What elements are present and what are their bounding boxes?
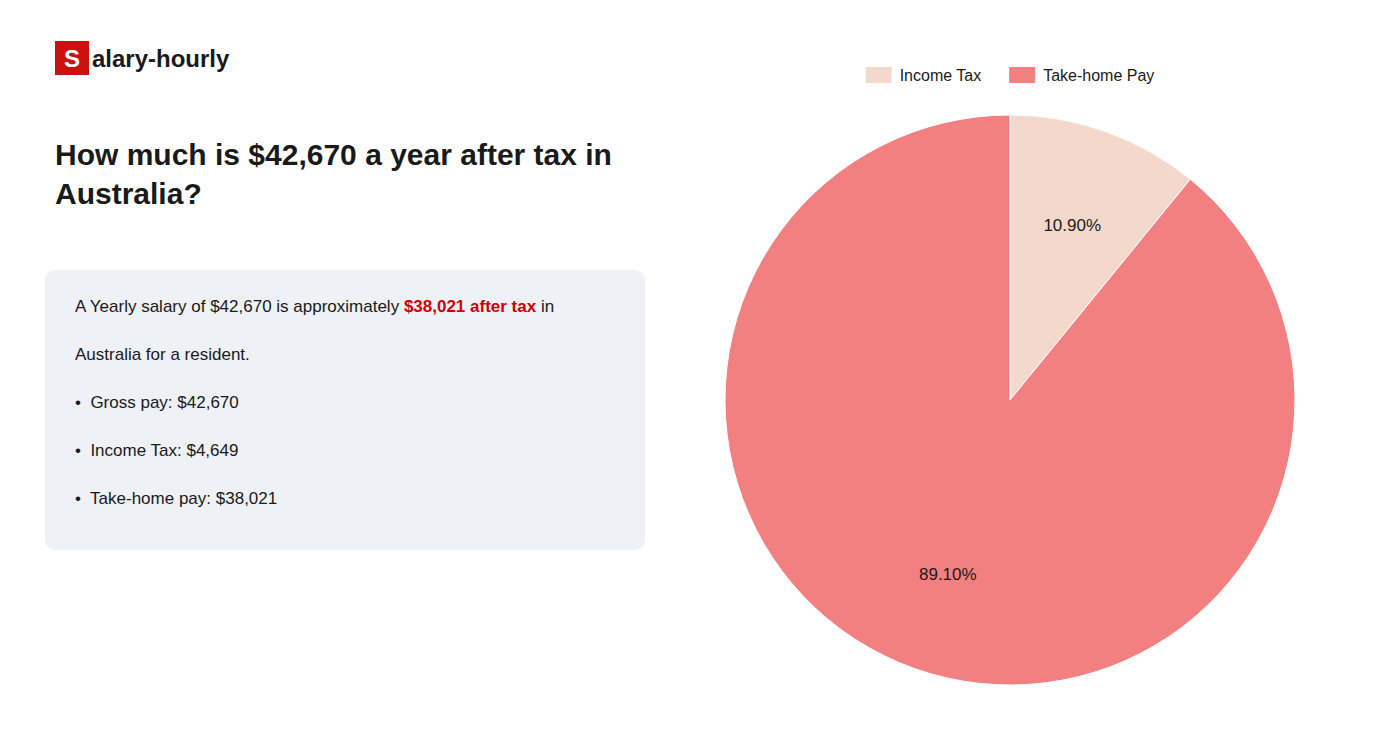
chart: How much is $42,670 a year after tax in A…: [0, 0, 1400, 750]
pie: [725, 115, 1295, 685]
annotation: • Take-home pay: $38,021: [75, 489, 277, 508]
legend-label: Income Tax: [900, 67, 982, 84]
annotation: Australia for a resident.: [75, 345, 250, 364]
annotation-highlight: $38,021 after tax: [404, 297, 537, 316]
info-box: [45, 270, 645, 550]
annotation: A Yearly salary of $42,670 is approximat…: [75, 297, 554, 316]
legend-swatch: [1009, 67, 1035, 83]
annotation-part: • Gross pay: $42,670: [75, 393, 239, 412]
title: How much is $42,670 a year after tax in A…: [55, 138, 612, 210]
title-line: Australia?: [55, 177, 202, 210]
title-line: How much is $42,670 a year after tax in: [55, 138, 612, 171]
annotation-part: A Yearly salary of $42,670 is approximat…: [75, 297, 404, 316]
annotation-part: • Take-home pay: $38,021: [75, 489, 277, 508]
annotation-part: • Income Tax: $4,649: [75, 441, 238, 460]
legend-item: Take-home Pay: [1009, 67, 1154, 84]
logo-text: S: [64, 45, 80, 72]
background: [0, 0, 1400, 750]
annotation-part: Australia for a resident.: [75, 345, 250, 364]
data-label: 10.90%: [1043, 216, 1101, 235]
legend-swatch: [866, 67, 892, 83]
annotation-part: in: [536, 297, 554, 316]
logo-box: [55, 41, 89, 75]
legend-item: Income Tax: [866, 67, 982, 84]
pie-slice: [725, 115, 1295, 685]
logo: Salary-hourly: [55, 41, 230, 75]
annotation: • Income Tax: $4,649: [75, 441, 238, 460]
data-labels: 10.90% 89.10%: [919, 216, 1101, 584]
data-label: 89.10%: [919, 565, 977, 584]
legend: Income Tax Take-home Pay: [866, 67, 1155, 84]
annotation: • Gross pay: $42,670: [75, 393, 239, 412]
logo-text: alary-hourly: [92, 45, 230, 72]
legend-label: Take-home Pay: [1043, 67, 1154, 84]
